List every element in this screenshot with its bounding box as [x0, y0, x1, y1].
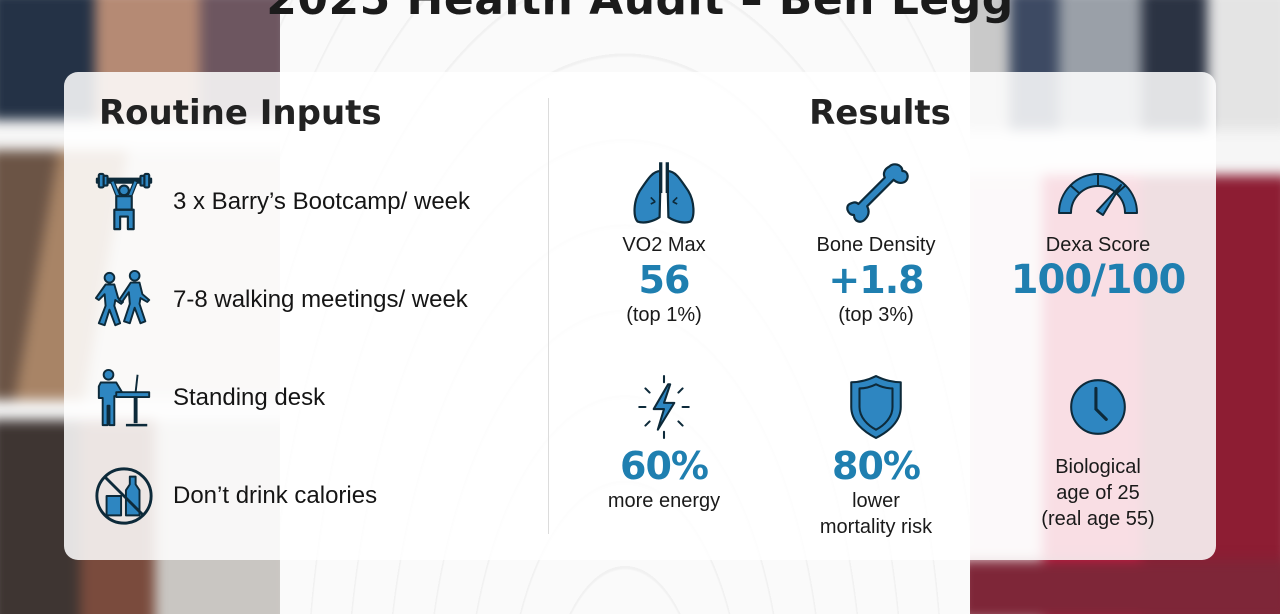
metric-sub: (top 1%) — [626, 304, 702, 326]
metric-mortality: 80% lower mortality risk — [776, 374, 976, 540]
metric-sub-line: Biological — [1055, 456, 1141, 478]
lungs-icon — [633, 162, 695, 224]
metric-sub: more energy — [607, 490, 721, 512]
lightning-icon — [638, 375, 690, 439]
metric-value: 100/100 — [1010, 257, 1187, 303]
shield-icon — [850, 375, 902, 439]
page-title: 2025 Health Audit – Ben Legg — [0, 0, 1280, 25]
metric-value: 56 — [638, 258, 691, 302]
metric-energy: 60% more energy — [564, 374, 764, 514]
gauge-icon — [1058, 173, 1138, 216]
routine-list: 3 x Barry’s Bootcamp/ week 7-8 walking m… — [93, 170, 470, 562]
metric-sub-line: age of 25 — [1056, 482, 1140, 504]
routine-item-text: Standing desk — [173, 384, 326, 411]
metric-bone-density: Bone Density +1.8 (top 3%) — [776, 160, 976, 328]
routine-item: 3 x Barry’s Bootcamp/ week — [93, 170, 470, 234]
metric-label: Bone Density — [816, 234, 936, 256]
routine-item: 7-8 walking meetings/ week — [93, 268, 470, 332]
metric-dexa-score: Dexa Score 100/100 — [998, 160, 1198, 302]
metric-sub-line: mortality risk — [819, 516, 933, 538]
metric-label: VO2 Max — [622, 234, 706, 256]
metric-label: Dexa Score — [1045, 234, 1151, 256]
routine-item: Don’t drink calories — [93, 464, 470, 528]
audit-card — [64, 72, 1216, 560]
column-divider — [548, 98, 549, 534]
weightlifter-icon — [95, 172, 153, 231]
no-drinks-icon — [95, 467, 153, 525]
routine-inputs-heading: Routine Inputs — [99, 93, 382, 133]
metric-sub: (top 3%) — [838, 304, 914, 326]
metric-value: 60% — [620, 444, 709, 488]
metric-biological-age: Biological age of 25 (real age 55) — [998, 374, 1198, 532]
metric-sub-line: lower — [852, 490, 900, 512]
metric-value: 80% — [832, 444, 921, 488]
routine-item-text: 7-8 walking meetings/ week — [173, 286, 468, 313]
results-heading: Results — [809, 93, 951, 133]
metric-sub-line: (real age 55) — [1041, 508, 1155, 530]
metric-vo2-max: VO2 Max 56 (top 1%) — [564, 160, 764, 328]
bone-icon — [846, 163, 909, 223]
routine-item: Standing desk — [93, 366, 470, 430]
walking-people-icon — [94, 269, 151, 327]
standing-desk-icon — [97, 368, 151, 427]
clock-icon — [1070, 379, 1126, 435]
routine-item-text: Don’t drink calories — [173, 482, 378, 509]
metric-value: +1.8 — [828, 258, 924, 302]
routine-item-text: 3 x Barry’s Bootcamp/ week — [173, 188, 471, 215]
